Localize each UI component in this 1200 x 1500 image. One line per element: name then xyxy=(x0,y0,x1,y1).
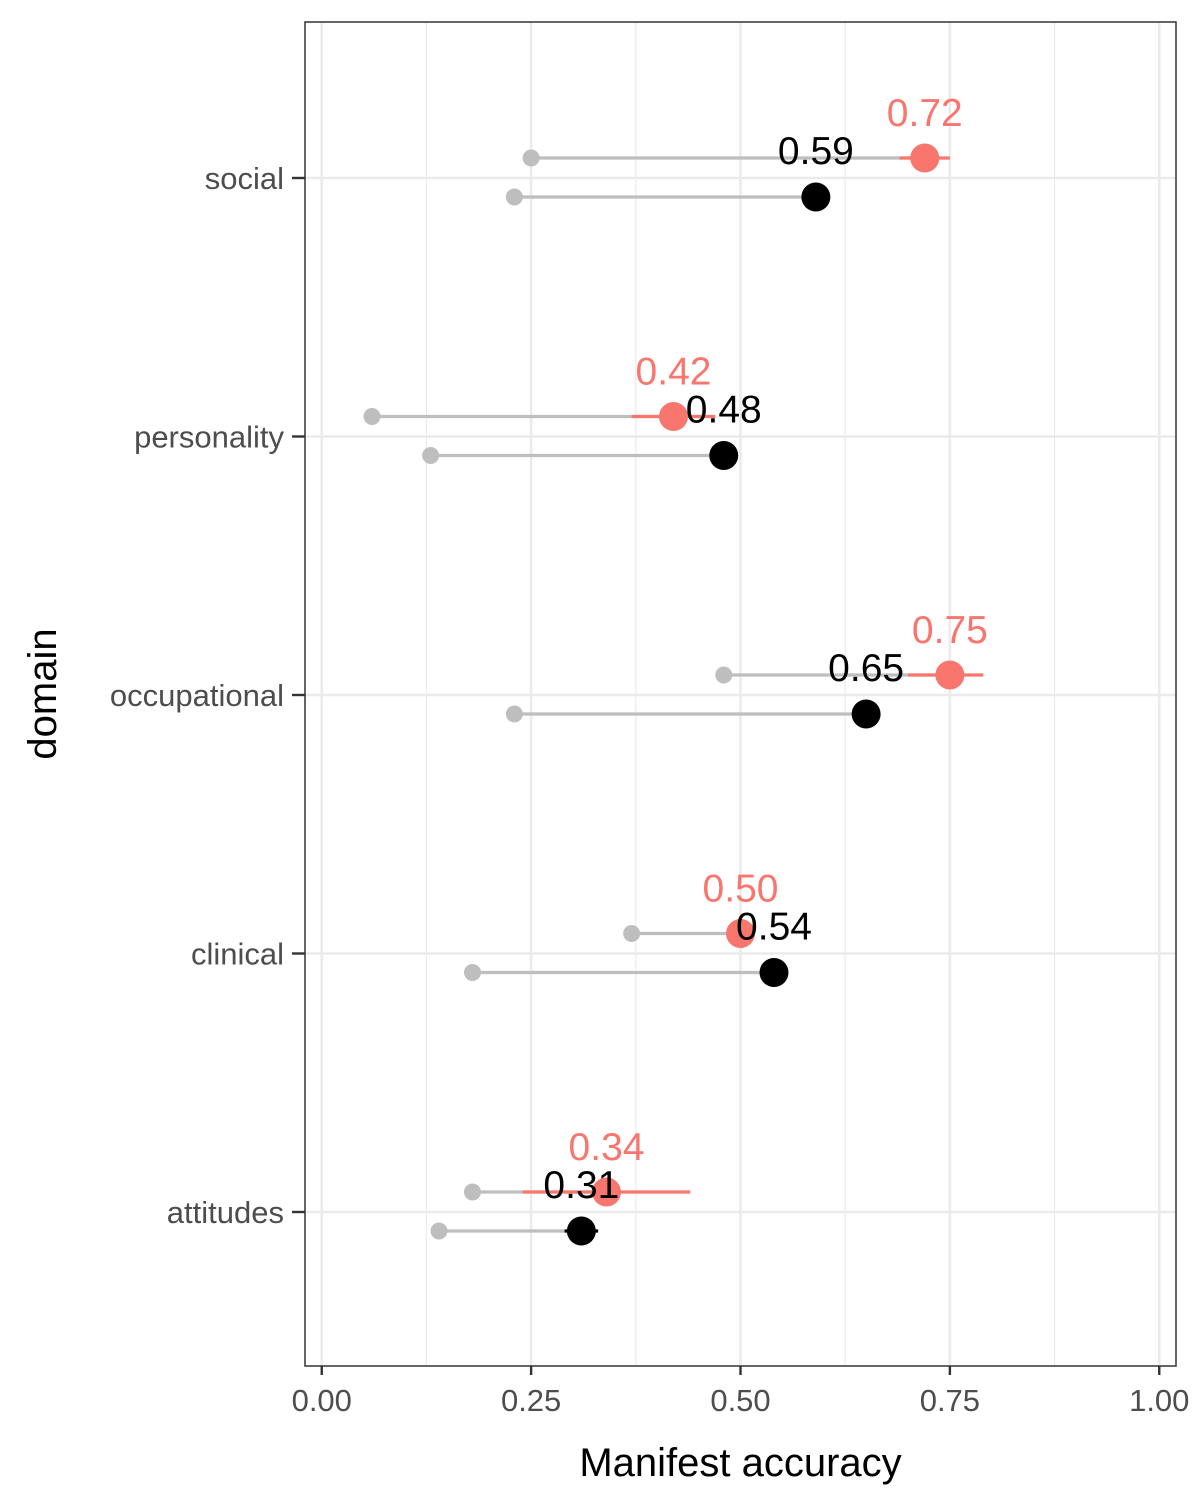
data-label: 0.42 xyxy=(636,351,712,394)
baseline-point xyxy=(363,408,381,425)
data-marks: 0.72 0.42 0.75 0.50 0.34 0.59 0.48 0.65 0.54 0.31 xyxy=(363,92,988,1246)
y-tick-label: social xyxy=(205,161,284,196)
data-label: 0.72 xyxy=(887,92,963,135)
x-tick-label: 0.00 xyxy=(292,1383,352,1418)
baseline-point xyxy=(464,1183,481,1201)
data-label: 0.31 xyxy=(543,1164,619,1207)
y-tick-label: occupational xyxy=(110,678,284,713)
grid xyxy=(305,22,1176,1366)
value-point xyxy=(726,919,755,948)
value-point xyxy=(910,143,940,173)
baseline-point xyxy=(464,964,481,981)
baseline-point xyxy=(623,925,641,942)
y-tick-label: personality xyxy=(134,420,284,455)
data-label: 0.48 xyxy=(686,389,762,432)
axes: 0.00 0.25 0.50 0.75 1.00 social personality occ… xyxy=(110,161,1190,1418)
value-point xyxy=(709,441,739,470)
baseline-point xyxy=(505,188,523,206)
data-label: 0.34 xyxy=(569,1126,645,1169)
y-axis-title: domain xyxy=(21,628,65,759)
data-label: 0.54 xyxy=(736,906,812,949)
baseline-point xyxy=(715,666,733,684)
x-tick-label: 0.25 xyxy=(501,1383,561,1418)
data-label: 0.59 xyxy=(778,130,854,173)
x-axis-title: Manifest accuracy xyxy=(579,1441,901,1485)
data-label: 0.65 xyxy=(828,647,904,690)
y-tick-label: attitudes xyxy=(167,1195,284,1230)
value-point xyxy=(935,660,965,690)
baseline-point xyxy=(430,1222,448,1240)
value-point xyxy=(659,402,688,431)
y-tick-label: clinical xyxy=(191,937,284,972)
value-point xyxy=(566,1216,596,1246)
value-point xyxy=(801,182,831,212)
data-label: 0.50 xyxy=(703,868,779,911)
baseline-point xyxy=(422,447,440,464)
baseline-point xyxy=(505,705,523,723)
data-label: 0.75 xyxy=(912,609,988,652)
value-point xyxy=(851,699,881,729)
x-tick-label: 1.00 xyxy=(1129,1383,1189,1418)
value-point xyxy=(759,958,789,987)
x-tick-label: 0.75 xyxy=(920,1383,980,1418)
baseline-point xyxy=(522,149,540,167)
x-tick-label: 0.50 xyxy=(710,1383,770,1418)
value-point xyxy=(592,1177,621,1207)
